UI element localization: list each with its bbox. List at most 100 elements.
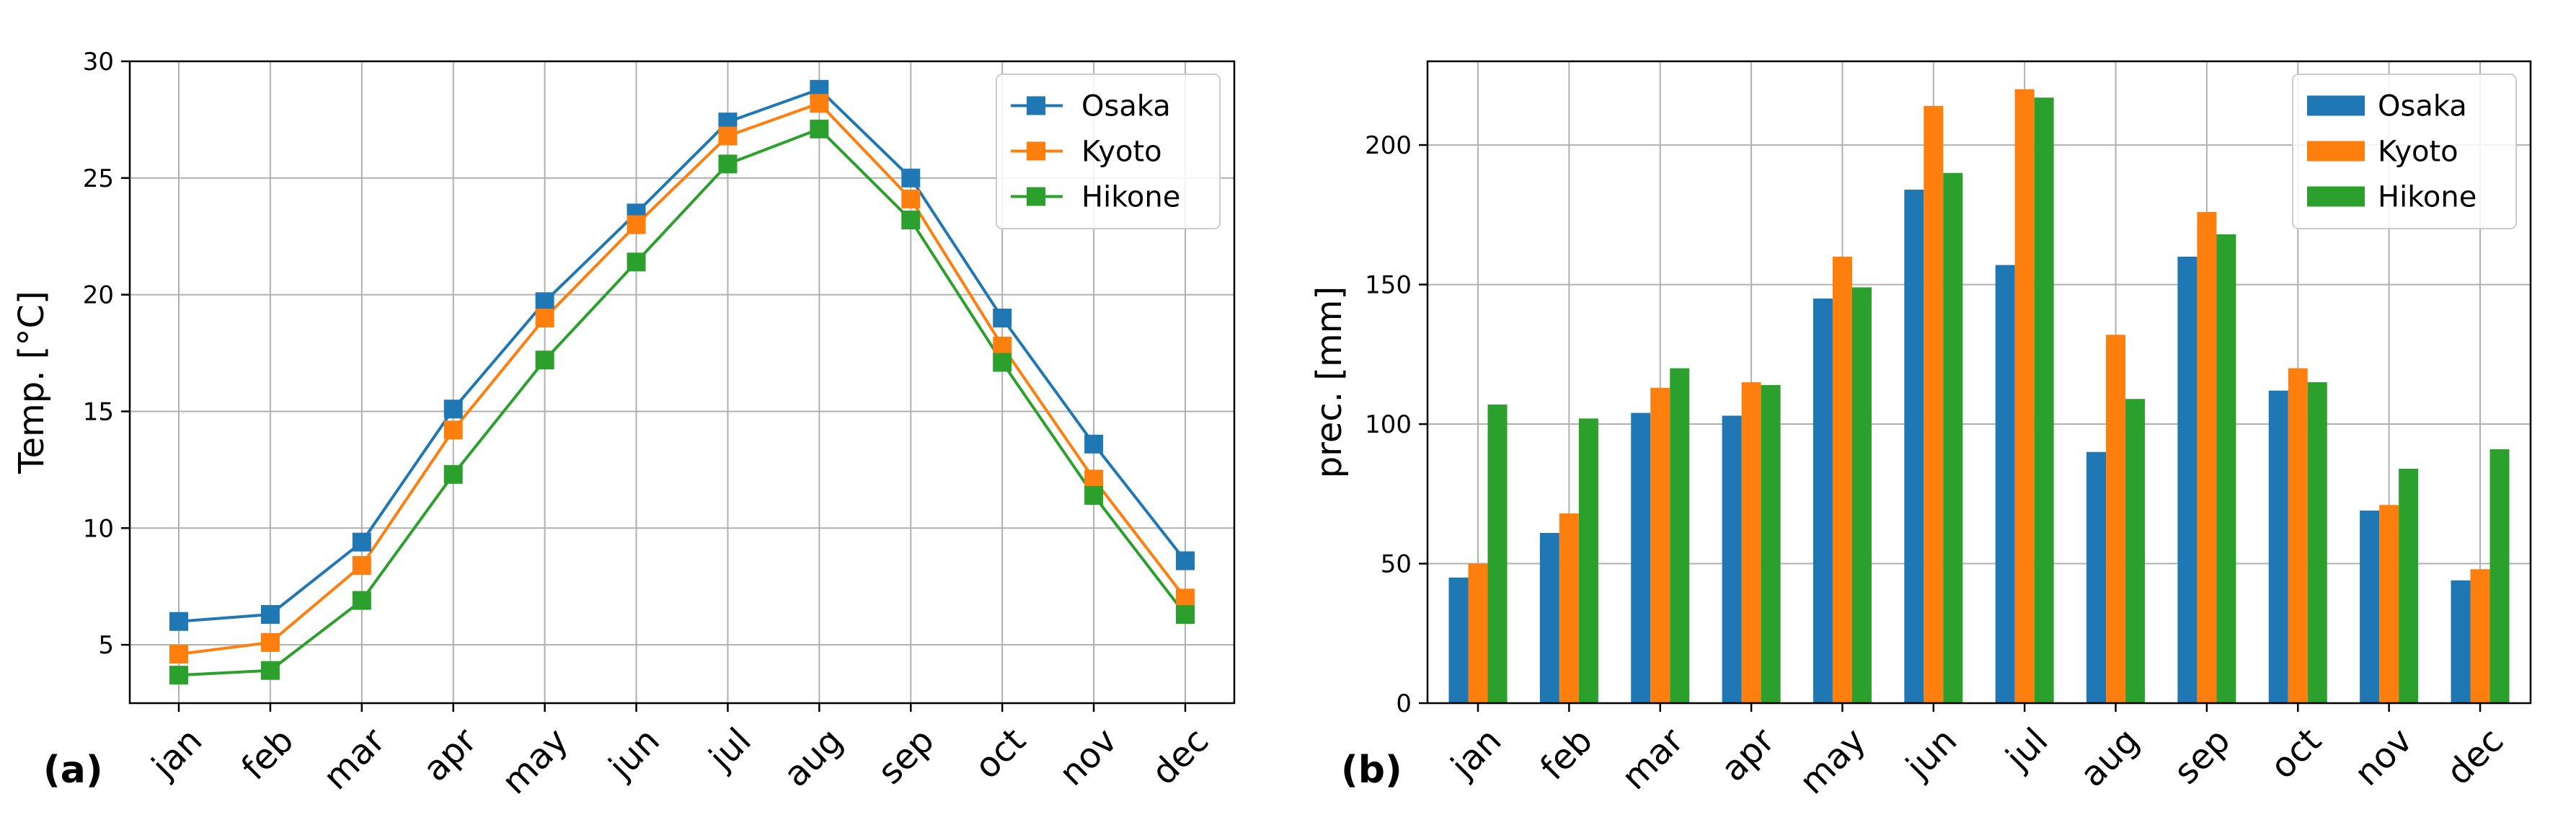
x-tick-label: apr bbox=[1714, 720, 1783, 790]
data-point-hikone bbox=[810, 119, 829, 138]
x-tick-label: may bbox=[1792, 720, 1874, 803]
bar-hikone bbox=[1487, 404, 1508, 703]
x-tick-label: dec bbox=[2439, 720, 2512, 793]
legend-label: Hikone bbox=[2378, 181, 2477, 214]
data-point-kyoto bbox=[627, 215, 646, 234]
data-point-kyoto bbox=[718, 126, 738, 146]
bar-kyoto bbox=[2014, 89, 2035, 703]
data-point-hikone bbox=[352, 591, 371, 610]
data-point-kyoto bbox=[352, 556, 371, 575]
bar-hikone bbox=[1851, 287, 1872, 703]
data-point-hikone bbox=[260, 661, 280, 680]
bar-osaka bbox=[1813, 298, 1833, 703]
y-axis-label: prec. [mm] bbox=[1309, 286, 1350, 479]
data-point-osaka bbox=[535, 292, 554, 312]
bar-hikone bbox=[2489, 449, 2510, 703]
x-tick-label: apr bbox=[415, 720, 484, 790]
series-line-kyoto bbox=[178, 101, 1187, 656]
bar-kyoto bbox=[1559, 513, 1579, 703]
data-point-kyoto bbox=[810, 94, 829, 113]
data-point-kyoto bbox=[901, 189, 921, 208]
bar-hikone bbox=[1578, 418, 1598, 703]
bar-kyoto bbox=[1650, 387, 1670, 703]
bar-kyoto bbox=[2379, 505, 2399, 703]
y-axis-label: Temp. [°C] bbox=[12, 291, 52, 474]
data-point-hikone bbox=[535, 350, 554, 370]
x-tick-label: jun bbox=[601, 720, 668, 788]
x-tick-label: aug bbox=[2072, 720, 2146, 795]
data-point-kyoto bbox=[993, 336, 1012, 356]
data-point-hikone bbox=[1084, 485, 1104, 505]
legend-label: Kyoto bbox=[1081, 136, 1162, 169]
bar-kyoto bbox=[2197, 211, 2217, 703]
bar-osaka bbox=[1448, 577, 1469, 703]
data-point-hikone bbox=[443, 464, 463, 484]
x-tick-label: aug bbox=[776, 720, 850, 795]
legend: Osaka Kyoto Hikone bbox=[996, 74, 1221, 229]
x-tick-label: dec bbox=[1144, 720, 1217, 793]
bar-osaka bbox=[1995, 265, 2015, 703]
series-markers bbox=[169, 79, 1195, 685]
series-lines bbox=[178, 87, 1187, 677]
x-tick-label: feb bbox=[1533, 720, 1601, 788]
x-tick-label: jan bbox=[143, 720, 210, 787]
bar-osaka bbox=[1631, 413, 1651, 703]
bar-osaka bbox=[1539, 532, 1559, 703]
bar-osaka bbox=[1722, 415, 1742, 703]
bar-osaka bbox=[1904, 190, 1924, 703]
x-tick-label: sep bbox=[2166, 720, 2239, 793]
data-point-hikone bbox=[901, 211, 921, 230]
panel-label: (b) bbox=[1341, 749, 1402, 792]
bar-osaka bbox=[2268, 390, 2288, 703]
data-point-osaka bbox=[1176, 551, 1195, 570]
bar-hikone bbox=[1761, 384, 1781, 703]
legend: Osaka Kyoto Hikone bbox=[2292, 74, 2517, 229]
y-tick-label: 15 bbox=[83, 397, 114, 426]
data-point-osaka bbox=[1084, 434, 1104, 454]
bar-kyoto bbox=[2288, 368, 2308, 703]
bar-hikone bbox=[2399, 468, 2419, 703]
y-tick-label: 200 bbox=[1365, 131, 1412, 160]
panel-label: (a) bbox=[43, 749, 103, 792]
data-point-osaka bbox=[443, 400, 463, 419]
y-tick-label: 0 bbox=[1396, 689, 1412, 718]
data-point-kyoto bbox=[1176, 588, 1195, 608]
legend-marker-swatch bbox=[1027, 187, 1045, 206]
data-point-osaka bbox=[352, 532, 371, 552]
legend-label: Kyoto bbox=[2378, 136, 2458, 169]
y-tick-label: 50 bbox=[1381, 550, 1412, 579]
legend-marker-swatch bbox=[1027, 96, 1045, 115]
legend-bar-swatch bbox=[2307, 141, 2365, 162]
bar-hikone bbox=[2125, 399, 2146, 703]
data-point-hikone bbox=[993, 353, 1012, 372]
bar-hikone bbox=[1943, 172, 1963, 704]
data-point-hikone bbox=[169, 666, 188, 685]
legend-marker-swatch bbox=[1027, 141, 1045, 161]
x-tick-label: jan bbox=[1443, 720, 1509, 787]
temperature-line-chart: 5 10 15 20 25 30 jan feb mar apr may jun jul aug sep oc… bbox=[12, 48, 1236, 802]
plot-frame bbox=[128, 60, 1236, 705]
y-tick-label: 20 bbox=[83, 281, 114, 310]
bar-kyoto bbox=[1924, 105, 1944, 704]
data-point-osaka bbox=[260, 605, 280, 625]
legend-label: Osaka bbox=[1081, 90, 1171, 123]
series-line-osaka bbox=[178, 87, 1187, 623]
legend-label: Hikone bbox=[1081, 181, 1180, 214]
bar-hikone bbox=[2034, 97, 2054, 704]
x-tick-label: jul bbox=[1998, 720, 2056, 779]
bar-hikone bbox=[2307, 382, 2327, 703]
x-tick-label: sep bbox=[870, 720, 942, 793]
data-point-osaka bbox=[169, 612, 188, 631]
bar-kyoto bbox=[1468, 563, 1488, 703]
y-tick-label: 100 bbox=[1365, 410, 1412, 439]
bar-osaka bbox=[2451, 580, 2471, 703]
legend-box bbox=[996, 74, 1221, 229]
x-tick-label: mar bbox=[1614, 720, 1692, 798]
bar-kyoto bbox=[2106, 335, 2126, 703]
bar-osaka bbox=[2177, 256, 2197, 703]
data-point-hikone bbox=[627, 252, 646, 272]
precipitation-bar-chart: 0 50 100 150 200 jan feb mar apr may jun jul aug sep o… bbox=[1309, 60, 2532, 803]
data-point-kyoto bbox=[1084, 469, 1104, 489]
data-point-osaka bbox=[993, 309, 1012, 327]
series-bars bbox=[1448, 89, 2510, 704]
